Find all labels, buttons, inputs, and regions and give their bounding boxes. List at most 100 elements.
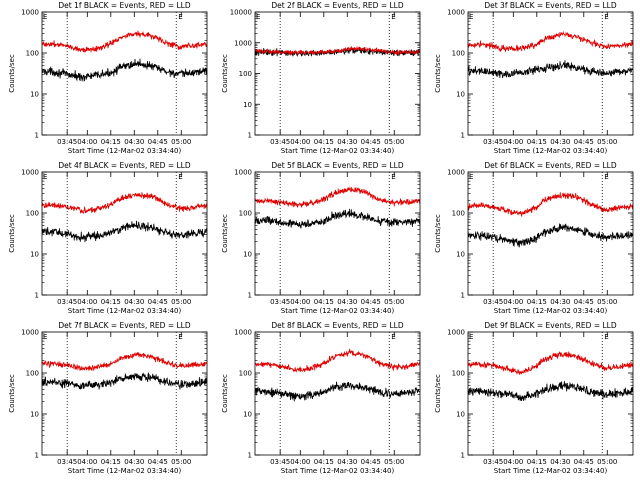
x-tick-label: 04:00 <box>503 458 523 466</box>
x-tick-label: 04:30 <box>124 138 144 146</box>
series-line-events <box>41 220 208 243</box>
y-tick-label: 1 <box>35 452 39 460</box>
y-tick-label: 10 <box>243 101 252 109</box>
x-tick-label: 04:00 <box>503 138 523 146</box>
x-tick-label: 03:45 <box>270 458 290 466</box>
y-tick-label: 1000 <box>447 329 465 337</box>
series-line-lld <box>41 30 208 53</box>
event-marker: E <box>178 333 182 341</box>
plot-frame <box>41 171 208 296</box>
y-tick-label: 10 <box>456 411 465 419</box>
series-line-events <box>467 381 634 402</box>
plot-frame <box>41 331 208 456</box>
x-tick-label: 04:45 <box>148 298 168 306</box>
x-tick-label: 03:45 <box>483 138 503 146</box>
series-line-lld <box>467 30 634 53</box>
x-tick-label: 04:15 <box>314 458 334 466</box>
event-marker: E <box>469 173 473 181</box>
y-tick-label: 10 <box>243 251 252 259</box>
x-tick-label: 05:00 <box>384 298 404 306</box>
y-axis-label: Counts/sec <box>8 374 16 413</box>
event-marker: E <box>256 333 260 341</box>
x-tick-label: 04:45 <box>574 138 594 146</box>
series-line-lld <box>467 192 634 217</box>
x-axis-label: Start Time (12-Mar-02 03:34:40) <box>281 147 395 155</box>
plot-frame <box>467 11 634 136</box>
x-tick-label: 03:45 <box>270 298 290 306</box>
chart-panel-det-1f: Det 1f BLACK = Events, RED = LLD E E 1 10 100… <box>0 0 213 160</box>
series-line-events <box>467 60 634 79</box>
event-marker: E <box>178 13 182 21</box>
chart-svg: Det 5f BLACK = Events, RED = LLD E E 1 10 100… <box>221 161 421 315</box>
y-tick-label: 10 <box>30 91 39 99</box>
x-tick-label: 04:45 <box>148 138 168 146</box>
y-tick-label: 10 <box>30 251 39 259</box>
event-marker: E <box>604 173 608 181</box>
y-axis-label: Counts/sec <box>8 214 16 253</box>
x-tick-label: 04:15 <box>101 298 121 306</box>
x-tick-label: 05:00 <box>171 298 191 306</box>
x-tick-label: 04:30 <box>124 458 144 466</box>
y-tick-label: 1 <box>248 452 252 460</box>
plot-frame <box>467 171 634 296</box>
y-tick-label: 1 <box>461 292 465 300</box>
series-line-events <box>41 372 208 390</box>
x-tick-label: 04:30 <box>337 458 357 466</box>
y-tick-label: 100 <box>26 50 39 58</box>
chart-title: Det 3f BLACK = Events, RED = LLD <box>484 1 617 10</box>
event-marker: E <box>469 333 473 341</box>
series-line-events <box>254 208 421 229</box>
y-tick-label: 100 <box>26 370 39 378</box>
y-tick-label: 1000 <box>21 329 39 337</box>
y-tick-label: 10000 <box>230 9 252 17</box>
x-tick-label: 04:30 <box>337 138 357 146</box>
x-tick-label: 04:45 <box>574 298 594 306</box>
chart-title: Det 6f BLACK = Events, RED = LLD <box>484 161 617 170</box>
y-tick-label: 1000 <box>447 9 465 17</box>
y-axis-label: Counts/sec <box>8 54 16 93</box>
x-tick-label: 04:00 <box>290 138 310 146</box>
x-tick-label: 04:15 <box>101 138 121 146</box>
x-tick-label: 04:00 <box>290 298 310 306</box>
y-tick-label: 100 <box>239 70 252 78</box>
x-tick-label: 04:45 <box>574 458 594 466</box>
event-marker: E <box>604 13 608 21</box>
x-tick-label: 04:00 <box>77 298 97 306</box>
x-axis-label: Start Time (12-Mar-02 03:34:40) <box>494 147 608 155</box>
series-line-events <box>254 381 421 402</box>
x-tick-label: 05:00 <box>597 298 617 306</box>
y-tick-label: 100 <box>239 370 252 378</box>
event-marker: E <box>256 173 260 181</box>
x-tick-label: 04:45 <box>361 298 381 306</box>
y-tick-label: 1 <box>35 292 39 300</box>
chart-svg: Det 4f BLACK = Events, RED = LLD E E 1 10 100… <box>8 161 208 315</box>
x-axis-label: Start Time (12-Mar-02 03:34:40) <box>494 307 608 315</box>
chart-svg: Det 8f BLACK = Events, RED = LLD E E 1 10 100… <box>221 321 421 475</box>
event-marker: E <box>391 173 395 181</box>
x-tick-label: 04:30 <box>337 298 357 306</box>
y-tick-label: 10 <box>30 411 39 419</box>
chart-panel-det-8f: Det 8f BLACK = Events, RED = LLD E E 1 10 100… <box>213 320 426 480</box>
y-tick-label: 1000 <box>21 169 39 177</box>
x-tick-label: 04:45 <box>361 458 381 466</box>
x-tick-label: 04:30 <box>124 298 144 306</box>
chart-panel-det-4f: Det 4f BLACK = Events, RED = LLD E E 1 10 100… <box>0 160 213 320</box>
x-tick-label: 04:15 <box>527 458 547 466</box>
event-marker: E <box>604 333 608 341</box>
x-axis-label: Start Time (12-Mar-02 03:34:40) <box>68 147 182 155</box>
x-tick-label: 03:45 <box>57 298 77 306</box>
chart-svg: Det 7f BLACK = Events, RED = LLD E E 1 10 100… <box>8 321 208 475</box>
series-line-lld <box>254 45 421 56</box>
y-tick-label: 100 <box>452 370 465 378</box>
y-tick-label: 1 <box>248 292 252 300</box>
chart-title: Det 5f BLACK = Events, RED = LLD <box>271 161 404 170</box>
chart-svg: Det 3f BLACK = Events, RED = LLD E E 1 10 100… <box>434 1 634 155</box>
x-tick-label: 04:00 <box>290 458 310 466</box>
chart-panel-det-9f: Det 9f BLACK = Events, RED = LLD E E 1 10 100… <box>426 320 639 480</box>
y-tick-label: 1 <box>461 452 465 460</box>
chart-title: Det 1f BLACK = Events, RED = LLD <box>58 1 191 10</box>
y-tick-label: 100 <box>452 50 465 58</box>
y-tick-label: 10 <box>456 251 465 259</box>
event-marker: E <box>43 13 47 21</box>
